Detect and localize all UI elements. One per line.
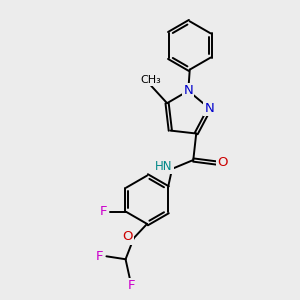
Text: CH₃: CH₃ <box>140 75 161 85</box>
Text: F: F <box>96 250 104 263</box>
Text: N: N <box>205 102 214 115</box>
Text: O: O <box>123 230 133 243</box>
Text: N: N <box>183 84 193 97</box>
Text: O: O <box>218 157 228 169</box>
Text: F: F <box>128 279 135 292</box>
Text: F: F <box>99 205 107 218</box>
Text: HN: HN <box>155 160 172 173</box>
